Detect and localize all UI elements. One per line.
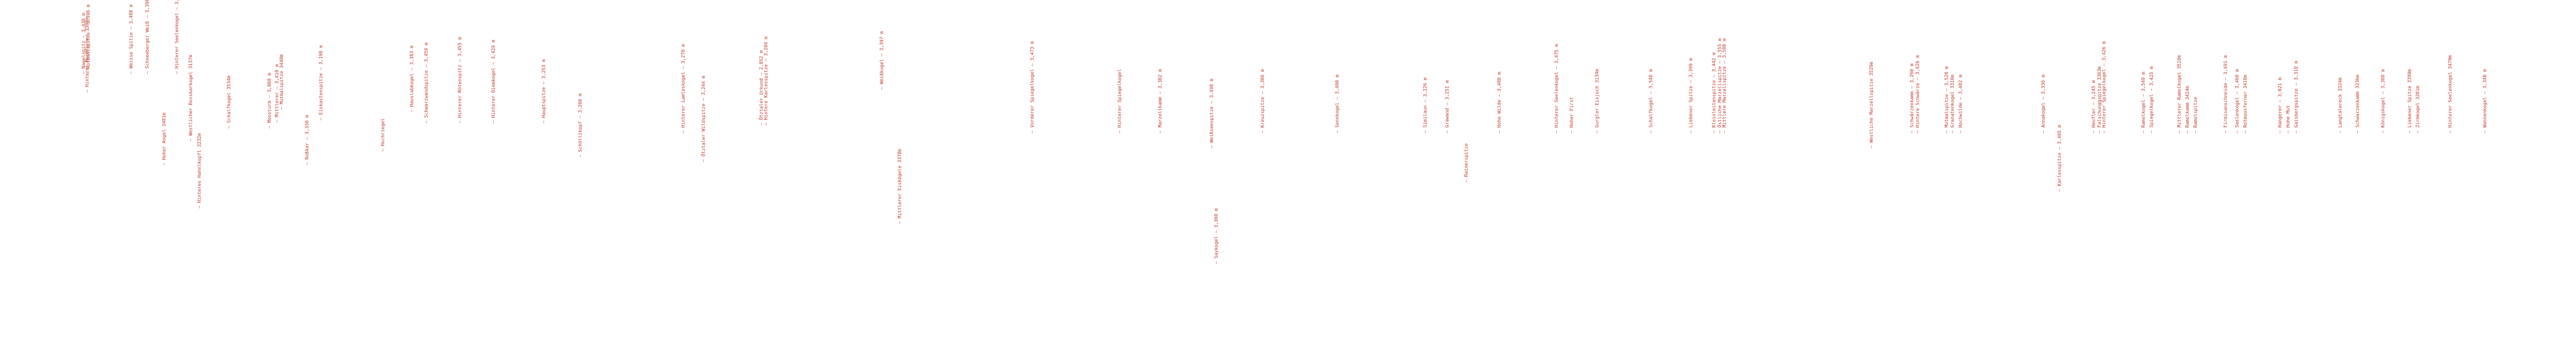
- peak-label: — Liebener Spitze — 3,399 m: [1688, 57, 1693, 133]
- peak-label: — Ramolkogel — 3,549 m: [2141, 72, 2146, 133]
- peak-label: — Roßkar — 3,330 m: [304, 115, 310, 165]
- peak-label: — Hauptspitze — 3,253 m: [541, 59, 546, 123]
- peak-label: — Hinterer Lamleskogel — 3,270 m: [681, 43, 686, 133]
- peak-label: — Hinterer Seelenkogel — 3,475 m: [1554, 43, 1559, 133]
- peak-label: — Hinterer Hochferner 3383m: [84, 17, 90, 93]
- peak-label: — Mittlerer Ramolkogel 3518m: [2177, 55, 2182, 133]
- peak-label: — Rainerspitze: [1464, 143, 1469, 182]
- peak-label: — Hangerer — 3,021 m: [2277, 77, 2283, 133]
- peak-label: — Rotmoosferner 3418m: [2243, 74, 2248, 133]
- peak-label: — Hinterer Seelenkogel 3470m: [2448, 55, 2453, 133]
- peak-label: — Kleinleitenspitze — 3,442 m: [1711, 52, 1717, 133]
- peak-label: — Ramolspitze: [2193, 97, 2198, 133]
- peak-label: — Annakogel — 3,336 m: [2041, 74, 2046, 133]
- peak-label: — Sennkogel — 3,400 m: [1335, 74, 1340, 133]
- peak-label: — Spiegelkogel — 3,425 m: [2149, 66, 2154, 133]
- peak-label: — Karlesspitze — 3,465 m: [2057, 124, 2062, 192]
- peak-label: — Hoher First: [1569, 97, 1574, 133]
- peak-label: — Vorderer Spiegelkogel — 3,473 m: [1030, 41, 1035, 133]
- peak-label: — Marzellkamm — 3,302 m: [1157, 69, 1163, 133]
- peak-label: — Hinterer Spiegelkogel: [1117, 69, 1122, 133]
- peak-label: — Schwarzenkamm 3236m: [2355, 74, 2360, 133]
- peak-label: — Hinterer Rötenspitz — 3,455 m: [457, 36, 462, 123]
- peak-label: — Mittlere Marzellspitze — 3,500 m: [1722, 38, 1727, 133]
- peak-label: — Ramolkamm 3424m: [2185, 86, 2190, 133]
- peak-label: — Wannenkogel — 3,340 m: [2482, 69, 2487, 133]
- peak-label: — Gurgler Eisjoch 3134m: [1594, 69, 1600, 133]
- peak-label: — Liebener Spitze 3399m: [2407, 69, 2412, 133]
- peak-label: — Granatenkogel 3318m: [1950, 74, 1955, 133]
- peak-label: — Hinteres Hahnlkopfl 3232m: [197, 133, 202, 208]
- peak-label: — Firmisanschneide — 3,491 m: [2223, 55, 2228, 133]
- peak-label: — Hinterer Spiegelkogel — 3,426 m: [2101, 41, 2107, 133]
- peak-label: — Hintere Karlesspitze — 3,204 m: [763, 36, 769, 126]
- peak-label: — Hauslabkogel — 3,383 m: [409, 45, 414, 112]
- peak-label: — Mutmalspitze — 3,528 m: [1944, 66, 1949, 133]
- peak-label: — Ötztaler Wildspitze — 3,244 m: [701, 75, 706, 162]
- peak-label: — Hoher Angel 3401m: [161, 112, 167, 166]
- peak-label: — Schalfkogel 3534m: [226, 75, 231, 129]
- peak-label: — Gaisbergspitze — 3,310 m: [2294, 60, 2299, 133]
- peak-label: — Eiskastenspitze — 3,198 m: [318, 45, 324, 120]
- peak-label: — Weisse Spitze — 3,408 m: [128, 4, 134, 74]
- peak-label: — Hochriegel: [380, 118, 385, 152]
- peak-label: — Hochwilde — 3,482 m: [1958, 74, 1963, 133]
- peak-label: — Westlicher Rosskarkogel 3137m: [188, 54, 193, 141]
- peak-label: — Zirmkogel 3281m: [2415, 86, 2420, 133]
- peak-label: — Hohe Mut: [2285, 105, 2291, 133]
- peak-label: — Grawand — 3,251 m: [1445, 80, 1450, 133]
- peak-label: — Hintere Schwärze — 3,626 m: [1915, 55, 1920, 133]
- peak-label: — Kreuzspitze — 3,306 m: [1260, 69, 1265, 133]
- peak-label: — Mittlerer Eiskögele 3378m: [897, 148, 902, 224]
- peak-label: — Moosturm — 3,060 m: [267, 72, 272, 129]
- peak-label: — Schwärzenkamm — 3,260 m: [1909, 63, 1914, 133]
- peak-label: — Mutmalspitze 3440m: [279, 54, 284, 110]
- peak-label: — Schöllikopf — 3,260 m: [578, 93, 583, 157]
- peak-label: — Hinterer Diemkogel — 3,429 m: [491, 39, 496, 124]
- peak-label: — Heufler — 3,245 m: [2091, 80, 2096, 133]
- peak-label: — Weißseespitze — 3,498 m: [1209, 78, 1214, 148]
- peak-label: — Langtalereck 3324m: [2338, 77, 2343, 133]
- peak-label: — Schneeberger Weiß — 3,390 m: [145, 0, 150, 74]
- peak-label: — Weißkugel — 3,397 m: [879, 31, 884, 90]
- peak-label: — Saykogel — 3,360 m: [1214, 208, 1219, 264]
- peak-label: — Hinterer Seelenkogel — 3,475 m: [174, 0, 179, 74]
- peak-label: — Seelenkogel — 3,460 m: [2235, 69, 2240, 133]
- peak-label: — Schwarzwandspitze — 3,459 m: [424, 42, 429, 123]
- peak-label: — Westliche Marzellspitze 3529m: [1869, 61, 1874, 148]
- peak-label: — Schalfkogel — 3,540 m: [1648, 69, 1653, 133]
- peak-label: — Königskogel — 3,380 m: [2380, 69, 2386, 133]
- peak-label: — Similaun — 3,226 m: [1423, 77, 1428, 133]
- peak-label: — Hohe Wilde — 3,480 m: [1497, 72, 1502, 133]
